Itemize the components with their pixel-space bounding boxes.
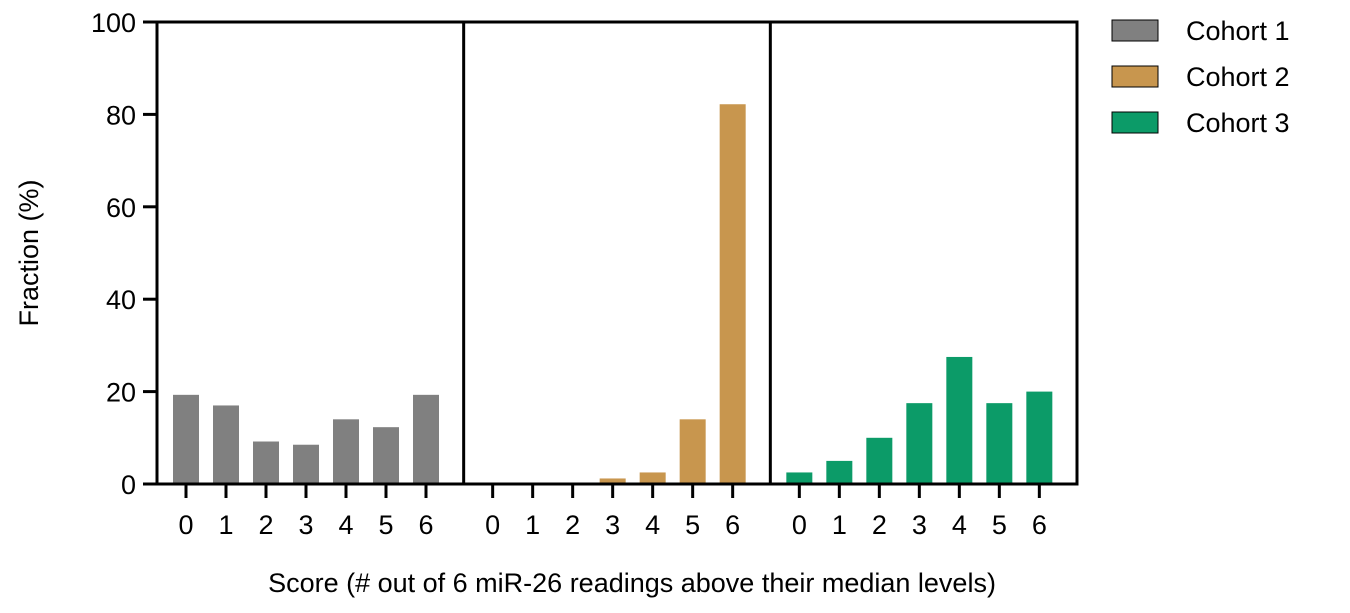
- bar: [599, 478, 626, 484]
- x-tick-label: 2: [872, 510, 887, 540]
- y-tick-label: 80: [106, 100, 136, 130]
- legend-label: Cohort 3: [1186, 108, 1290, 138]
- x-tick-label: 3: [912, 510, 927, 540]
- y-tick-label: 40: [106, 285, 136, 315]
- bars-layer: [173, 104, 1053, 485]
- bar: [946, 356, 973, 484]
- x-tick-label: 3: [298, 510, 313, 540]
- x-tick-label: 4: [338, 510, 353, 540]
- legend-swatch: [1111, 19, 1159, 42]
- legend-swatch: [1111, 111, 1159, 134]
- x-tick-label: 5: [992, 510, 1007, 540]
- bar: [253, 441, 279, 484]
- x-tick-label: 1: [525, 510, 540, 540]
- x-tick-label: 1: [832, 510, 847, 540]
- x-axis-label: Score (# out of 6 miR-26 readings above …: [268, 568, 996, 598]
- y-axis: 0 20 40 60 80 100: [91, 8, 157, 500]
- x-tick-label: 5: [685, 510, 700, 540]
- bar: [719, 104, 746, 485]
- bar: [293, 444, 319, 484]
- legend-swatch: [1111, 65, 1159, 88]
- legend-label: Cohort 1: [1186, 16, 1290, 46]
- x-tick-label: 6: [1032, 510, 1047, 540]
- y-tick-label: 0: [121, 470, 136, 500]
- bar: [986, 403, 1013, 484]
- bar: [826, 460, 853, 484]
- bar: [866, 437, 893, 484]
- bar: [413, 394, 439, 484]
- x-tick-label: 0: [792, 510, 807, 540]
- bar: [639, 472, 666, 484]
- legend: Cohort 1 Cohort 2 Cohort 3: [1111, 16, 1290, 138]
- bar: [333, 419, 359, 484]
- x-tick-label: 1: [218, 510, 233, 540]
- bar: [786, 472, 813, 484]
- bar: [906, 403, 933, 484]
- x-tick-label: 2: [258, 510, 273, 540]
- x-tick-label: 4: [952, 510, 967, 540]
- x-tick-label: 0: [485, 510, 500, 540]
- x-tick-label: 3: [605, 510, 620, 540]
- x-tick-label: 6: [418, 510, 433, 540]
- y-tick-label: 20: [106, 378, 136, 408]
- x-tick-label: 6: [725, 510, 740, 540]
- y-tick-label: 60: [106, 193, 136, 223]
- bar: [679, 419, 706, 484]
- y-tick-label: 100: [91, 8, 136, 38]
- plot-frame: [155, 20, 1079, 486]
- y-axis-label: Fraction (%): [14, 179, 44, 326]
- bar: [173, 394, 199, 484]
- bar: [373, 427, 399, 484]
- x-tick-label: 2: [565, 510, 580, 540]
- bar: [213, 405, 239, 484]
- bar: [1026, 391, 1053, 484]
- x-tick-label: 4: [645, 510, 660, 540]
- x-tick-label: 0: [178, 510, 193, 540]
- panel-frames: [155, 20, 1079, 486]
- x-tick-label: 5: [378, 510, 393, 540]
- legend-label: Cohort 2: [1186, 62, 1290, 92]
